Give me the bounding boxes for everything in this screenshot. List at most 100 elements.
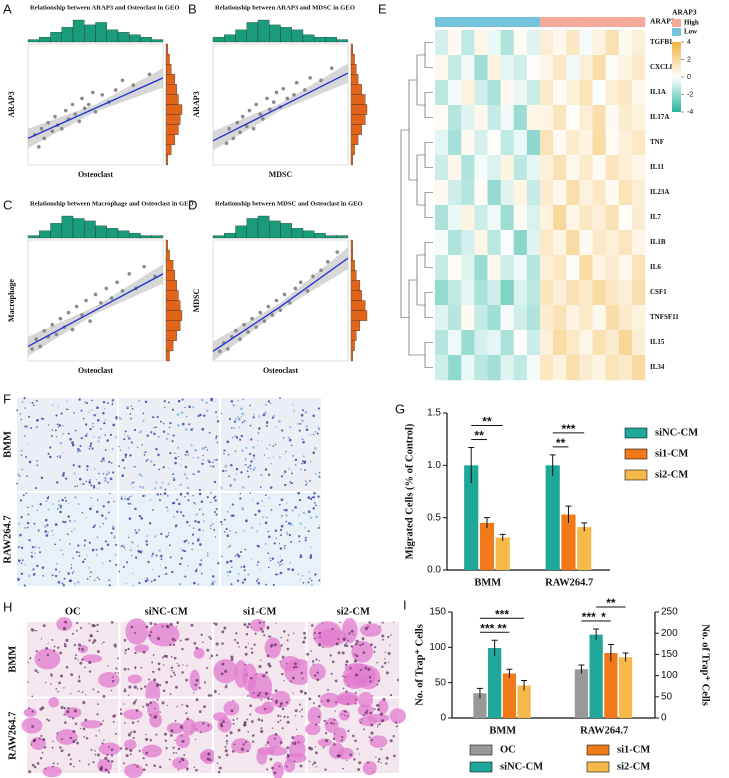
cell-dot [92,423,94,425]
cell-dot [302,409,304,412]
error-bar [476,687,483,699]
nucleus [308,760,311,763]
marginal-y-bar [350,43,353,55]
heat-cell [592,280,606,306]
marginal-x-bar [106,228,119,239]
osteoclast [193,647,205,659]
cell-dot [223,518,226,521]
nucleus [66,710,70,714]
cell-dot [301,460,304,463]
cell-dot [269,486,273,489]
marginal-x-bar [72,19,85,43]
cell-dot [104,517,108,520]
nucleus [75,629,78,632]
cell-dot [130,549,132,552]
nucleus [178,760,181,763]
annotation-cell [553,17,567,27]
colorbar-label: 0 [687,74,691,81]
cell-dot [78,465,81,468]
micrograph [27,617,120,698]
y-tick-label: 150 [429,607,446,618]
nucleus [117,657,119,660]
cell-dot [167,482,170,485]
cell-dot [311,496,314,499]
cell-dot [144,400,148,404]
nucleus [236,641,239,645]
cell-dot [125,582,127,585]
cell-dot [299,579,301,581]
heat-cell [448,205,462,231]
marginal-y-bar [165,104,183,115]
nucleus [76,741,79,745]
cell-dot [17,473,20,477]
cell-dot [213,528,216,531]
cell-dot [292,404,294,406]
cell-dot [285,513,287,516]
cell-dot [290,444,293,447]
nucleus [170,675,173,678]
cell-dot [109,477,113,481]
nucleus [343,644,347,647]
marginal-y-bar [350,300,366,311]
cell-dot [181,549,184,552]
cell-dot [180,411,184,414]
cell-dot [153,464,156,466]
cell-dot [289,561,292,564]
nucleus [92,641,95,644]
marginal-y-bar [350,53,355,65]
nucleus [333,743,336,746]
cell-dot [131,407,134,410]
nucleus [40,734,43,737]
cell-dot [92,486,96,489]
cell-dot [40,476,44,480]
colorbar-label: -4 [687,109,693,116]
heat-cell [500,130,515,156]
nucleus [31,763,35,767]
cell-dot [108,559,111,562]
nucleus [293,742,297,746]
cell-dot [310,579,313,582]
cell-dot [197,520,200,524]
cell-dot [303,455,305,457]
cell-dot [231,436,234,439]
bar [589,634,603,718]
osteoclast [359,623,382,637]
nucleus [266,741,270,744]
cell-dot [159,555,161,558]
osteoclast [316,628,348,646]
cell-dot [149,460,153,463]
cell-dot [36,459,39,462]
heat-cell [540,255,554,281]
nucleus [215,654,219,657]
nucleus [70,673,74,677]
nucleus [226,743,228,745]
heat-cell [435,255,449,281]
cell-dot [120,497,123,500]
error-bar [506,668,513,678]
marginal-x-bar [302,230,315,239]
cell-dot [82,482,85,485]
cell-dot [71,572,74,575]
osteoclast [358,716,378,726]
cell-dot [280,524,284,528]
cell-dot [95,554,98,557]
marginal-y-bar [165,290,179,301]
cell-dot [184,406,186,409]
nucleus [224,745,227,748]
cell-dot [20,562,23,565]
nucleus [67,753,71,757]
row-label: CSF1 [650,288,667,296]
micrograph [16,397,118,491]
cell-dot [197,415,200,418]
cell-dot [260,473,263,477]
cell-dot [96,576,99,579]
nucleus [174,739,176,742]
cell-dot [146,579,149,581]
nucleus [154,707,156,710]
nucleus [127,668,130,671]
cell-dot [168,532,170,534]
nucleus [249,713,252,716]
cell-dot [186,477,188,479]
nucleus [69,762,72,766]
cell-dot [242,565,246,568]
